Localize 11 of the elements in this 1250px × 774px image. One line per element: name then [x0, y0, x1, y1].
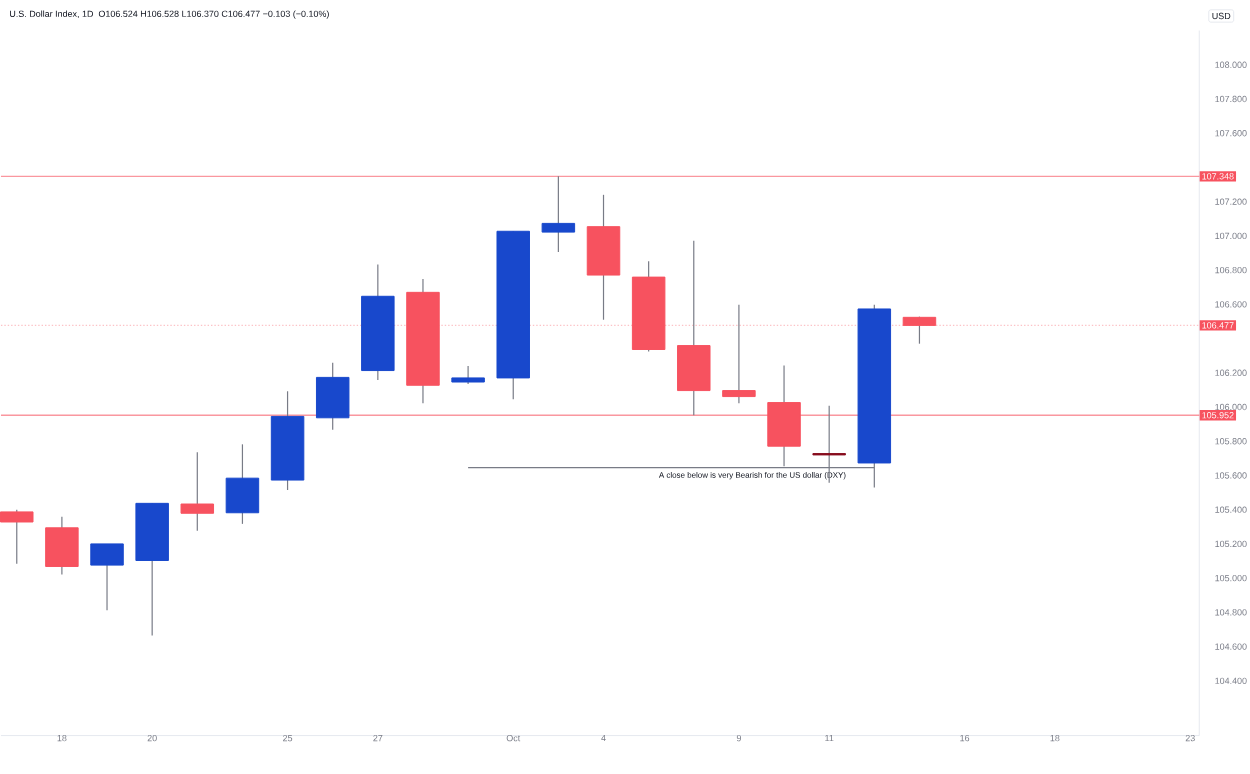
candlestick — [677, 239, 711, 416]
candlestick — [45, 515, 79, 575]
candlestick — [722, 303, 756, 404]
candlestick — [315, 361, 350, 430]
candlestick — [225, 443, 260, 525]
candlestick — [0, 508, 34, 564]
candlestick — [541, 175, 576, 253]
candlestick — [90, 542, 124, 611]
candlestick — [451, 365, 485, 385]
candlestick — [180, 451, 215, 531]
candlestick — [902, 315, 937, 344]
